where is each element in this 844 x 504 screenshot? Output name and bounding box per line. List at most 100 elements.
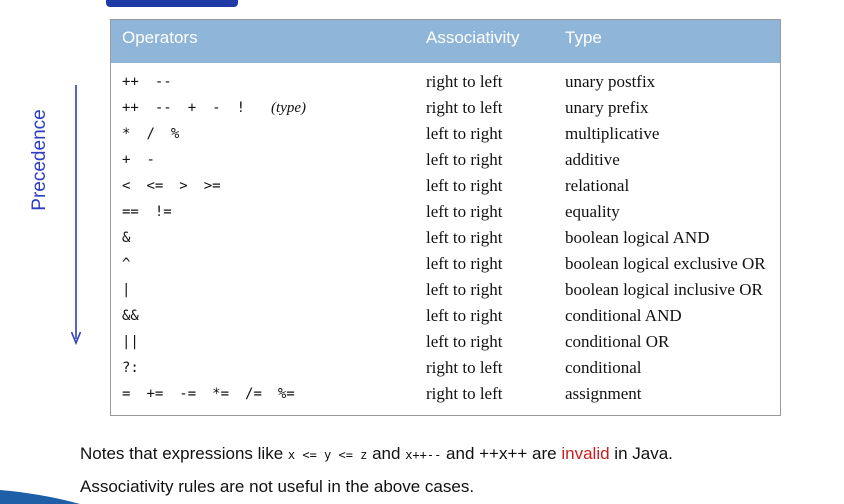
operator-token: <: [122, 178, 131, 194]
table-row: == != left to right equality: [111, 199, 780, 225]
type-cell: conditional OR: [565, 332, 670, 351]
operator-token: %: [170, 126, 180, 142]
operators-cell: ++ -- + -! (type): [122, 95, 306, 121]
table-row: * /% left to right multiplicative: [111, 121, 780, 147]
table-row: ++ -- + -! (type) right to left unary prefix: [111, 95, 780, 121]
operator-token: >=: [203, 178, 221, 194]
notes-line-2: Associativity rules are not useful in th…: [80, 477, 475, 496]
associativity-cell: left to right: [426, 306, 503, 325]
operator-token: !: [236, 100, 246, 116]
type-cell: conditional AND: [565, 306, 682, 325]
operators-cell: ?:: [122, 355, 155, 381]
table-row: && left to right conditional AND: [111, 303, 780, 329]
associativity-cell: left to right: [426, 280, 503, 299]
table-row: ^ left to right boolean logical exclusive …: [111, 251, 780, 277]
type-cell: additive: [565, 150, 620, 169]
operator-token: &&: [122, 308, 139, 324]
operator-token: *=: [212, 386, 230, 402]
type-cell: conditional: [565, 358, 642, 377]
type-cell: assignment: [565, 384, 642, 403]
operators-cell: ^: [122, 251, 146, 277]
associativity-cell: left to right: [426, 150, 503, 169]
operators-cell: &&: [122, 303, 155, 329]
operators-cell: + -: [122, 147, 171, 173]
table-body: ++ -- right to left unary postfix ++ -- + -! (ty…: [111, 69, 780, 407]
type-cell: boolean logical inclusive OR: [565, 280, 763, 299]
type-cell: boolean logical AND: [565, 228, 710, 247]
associativity-cell: left to right: [426, 124, 503, 143]
operator-token: /: [146, 126, 155, 142]
operator-token: %=: [277, 386, 295, 402]
table-row: + - left to right additive: [111, 147, 780, 173]
operator-token: &: [122, 230, 131, 246]
associativity-cell: right to left: [426, 358, 503, 377]
notes-invalid: invalid: [561, 444, 610, 463]
operator-token: =: [122, 386, 131, 402]
operators-cell: < <= > >=: [122, 173, 237, 199]
operator-token: -=: [179, 386, 197, 402]
operators-cell: |: [122, 277, 146, 303]
table-row: | left to right boolean logical inclusive …: [111, 277, 780, 303]
operator-token: ==: [122, 204, 139, 220]
operators-cell: * /%: [122, 121, 195, 147]
table-row: ++ -- right to left unary postfix: [111, 69, 780, 95]
associativity-cell: left to right: [426, 202, 503, 221]
associativity-cell: left to right: [426, 332, 503, 351]
header-operators: Operators: [122, 28, 198, 47]
slide-decoration: [0, 490, 80, 504]
operator-token: ?:: [122, 360, 139, 376]
notes-text: and ++x++ are: [441, 444, 562, 463]
type-cell: equality: [565, 202, 620, 221]
operator-token: --: [154, 74, 172, 90]
operator-token: -: [146, 152, 155, 168]
associativity-cell: left to right: [426, 228, 503, 247]
operator-token: +: [122, 152, 131, 168]
operator-token: <=: [146, 178, 164, 194]
notes-code: x <= y <= z: [287, 448, 368, 462]
operator-token: ^: [122, 256, 131, 272]
operator-precedence-table: Operators Associativity Type ++ -- right t…: [110, 19, 781, 416]
operators-cell: = += -= *= /= %=: [122, 381, 311, 407]
type-cell: multiplicative: [565, 124, 660, 143]
operator-token: ++: [122, 74, 139, 90]
notes: Notes that expressions like x <= y <= z …: [80, 438, 840, 502]
table-row: || left to right conditional OR: [111, 329, 780, 355]
table-row: ?: right to left conditional: [111, 355, 780, 381]
table-header: Operators Associativity Type: [111, 20, 780, 63]
notes-text: and: [367, 444, 406, 463]
type-cell: relational: [565, 176, 630, 195]
table-row: & left to right boolean logical AND: [111, 225, 780, 251]
type-cast-note: (type): [271, 100, 307, 116]
header-associativity: Associativity: [426, 28, 520, 47]
associativity-cell: right to left: [426, 384, 503, 403]
notes-line-1: Notes that expressions like x <= y <= z …: [80, 438, 840, 471]
notes-text: Notes that expressions like: [80, 444, 288, 463]
operator-token: +: [187, 100, 197, 116]
header-type: Type: [565, 28, 602, 47]
operator-token: ++: [122, 100, 139, 116]
operator-token: --: [154, 100, 172, 116]
operator-token: +=: [146, 386, 164, 402]
precedence-label-text: Precedence: [29, 109, 50, 211]
notes-text: in Java.: [609, 444, 673, 463]
associativity-cell: left to right: [426, 254, 503, 273]
operators-cell: &: [122, 225, 146, 251]
precedence-arrow-icon: [71, 85, 81, 346]
operator-token: !=: [154, 204, 172, 220]
operators-cell: == !=: [122, 199, 188, 225]
associativity-cell: right to left: [426, 72, 503, 91]
slide-title-fragment: [106, 0, 238, 7]
type-cell: unary prefix: [565, 98, 649, 117]
table-row: < <= > >= left to right relational: [111, 173, 780, 199]
operator-token: >: [179, 178, 188, 194]
operator-token: |: [122, 282, 131, 298]
operator-token: *: [122, 126, 131, 142]
operator-token: -: [212, 100, 221, 116]
associativity-cell: left to right: [426, 176, 503, 195]
associativity-cell: right to left: [426, 98, 503, 117]
operator-token: /=: [245, 386, 262, 402]
operators-cell: ++ --: [122, 69, 188, 95]
operators-cell: ||: [122, 329, 155, 355]
type-cell: boolean logical exclusive OR: [565, 254, 766, 273]
type-cell: unary postfix: [565, 72, 656, 91]
